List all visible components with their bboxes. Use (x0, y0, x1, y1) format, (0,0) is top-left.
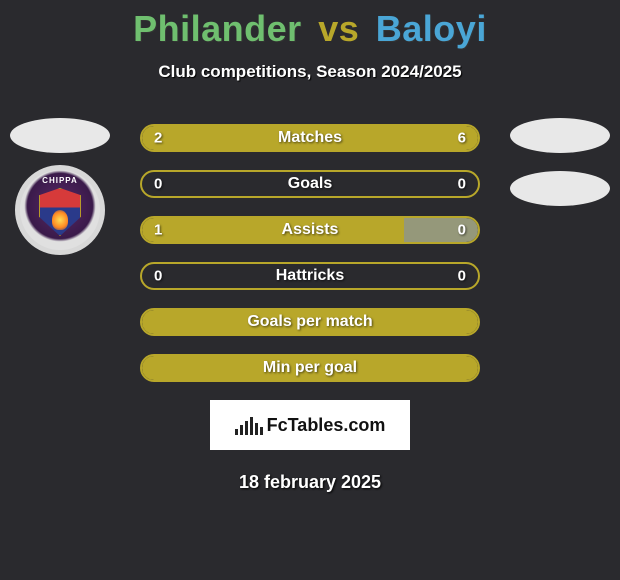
player2-club-badge-placeholder (510, 171, 610, 206)
stat-row: Min per goal (140, 354, 480, 382)
vs-text: vs (312, 8, 365, 49)
club-flame-icon (52, 210, 68, 230)
stat-row: Matches26 (140, 124, 480, 152)
comparison-date: 18 february 2025 (0, 472, 620, 493)
subtitle: Club competitions, Season 2024/2025 (0, 62, 620, 82)
left-column: CHIPPA (10, 118, 110, 255)
right-column (510, 118, 610, 218)
bar-fill (142, 356, 478, 380)
stat-row: Goals per match (140, 308, 480, 336)
bar-fill-right (404, 218, 478, 242)
spark-bars-icon (235, 415, 263, 435)
spark-bar (240, 425, 243, 435)
site-name: FcTables.com (267, 415, 386, 436)
stat-value-right: 0 (458, 176, 466, 193)
bar-fill-left (142, 218, 404, 242)
player2-name: Baloyi (376, 8, 487, 49)
stat-label: Goals (142, 175, 478, 193)
bar-fill-right (226, 126, 478, 150)
player1-name: Philander (133, 8, 302, 49)
stat-value-left: 0 (154, 176, 162, 193)
player1-club-badge: CHIPPA (15, 165, 105, 255)
club-badge-text: CHIPPA (42, 176, 78, 185)
player1-avatar-placeholder (10, 118, 110, 153)
stat-row: Hattricks0 0 (140, 262, 480, 290)
stat-value-right: 0 (458, 268, 466, 285)
spark-bar (250, 417, 253, 435)
player2-avatar-placeholder (510, 118, 610, 153)
stat-row: Goals0 0 (140, 170, 480, 198)
spark-bar (260, 427, 263, 435)
spark-bar (255, 423, 258, 435)
stat-row: Assists10 (140, 216, 480, 244)
branding-box: FcTables.com (210, 400, 410, 450)
comparison-title: Philander vs Baloyi (0, 0, 620, 50)
spark-bar (245, 421, 248, 435)
stats-bars-container: Matches26Goals00Assists10Hattricks00Goal… (140, 124, 480, 400)
bar-fill-left (142, 126, 226, 150)
stat-value-left: 0 (154, 268, 162, 285)
bar-fill (142, 310, 478, 334)
stat-label: Hattricks (142, 267, 478, 285)
spark-bar (235, 429, 238, 435)
